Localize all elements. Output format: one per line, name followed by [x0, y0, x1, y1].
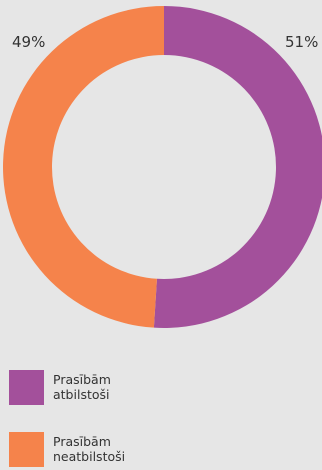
legend: Prasībām atbilstoši Prasībām neatbilstoš…: [9, 370, 163, 468]
slice-label-neatbilstosi: 49%: [12, 33, 46, 51]
legend-item-neatbilstosi: Prasībām neatbilstoši: [9, 432, 163, 468]
legend-swatch-neatbilstosi: [9, 432, 44, 467]
legend-label-atbilstosi: Prasībām atbilstoši: [53, 372, 111, 402]
legend-item-atbilstosi: Prasībām atbilstoši: [9, 370, 163, 406]
legend-swatch-atbilstosi: [9, 370, 44, 405]
donut-slice-atbilstosi: [153, 6, 322, 328]
donut-slices: [3, 6, 322, 328]
slice-label-atbilstosi: 51%: [285, 33, 319, 51]
legend-label-neatbilstosi: Prasībām neatbilstoši: [53, 434, 126, 464]
donut-slice-neatbilstosi: [3, 6, 165, 328]
